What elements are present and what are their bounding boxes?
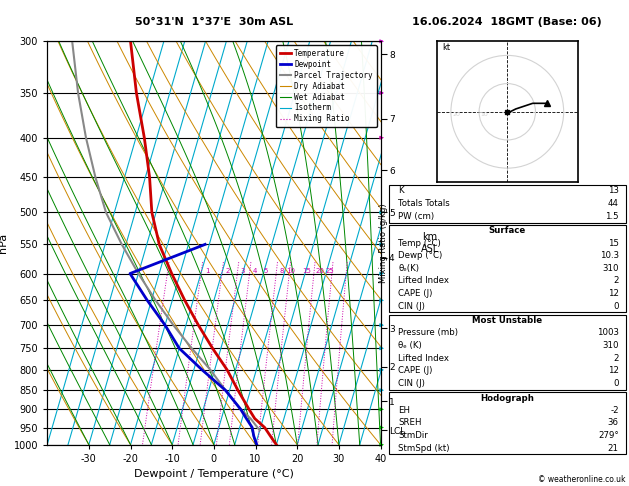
Text: 25: 25 <box>326 267 335 274</box>
Text: 2: 2 <box>613 354 619 363</box>
Text: 5: 5 <box>264 267 267 274</box>
Text: K: K <box>398 187 404 195</box>
Text: StmSpd (kt): StmSpd (kt) <box>398 444 450 452</box>
Text: 4: 4 <box>253 267 257 274</box>
Text: 36: 36 <box>608 418 619 427</box>
Text: 20: 20 <box>452 112 460 117</box>
Text: EH: EH <box>398 406 410 415</box>
Text: 310: 310 <box>602 264 619 273</box>
Y-axis label: km
ASL: km ASL <box>421 232 439 254</box>
Text: Hodograph: Hodograph <box>481 394 534 402</box>
Text: SREH: SREH <box>398 418 421 427</box>
Text: Pressure (mb): Pressure (mb) <box>398 329 458 337</box>
Text: θₑ (K): θₑ (K) <box>398 341 422 350</box>
Text: 21: 21 <box>608 444 619 452</box>
Text: © weatheronline.co.uk: © weatheronline.co.uk <box>538 474 626 484</box>
Text: 2: 2 <box>226 267 230 274</box>
Text: 13: 13 <box>608 187 619 195</box>
Text: 3: 3 <box>240 267 245 274</box>
Text: 20: 20 <box>315 267 324 274</box>
Y-axis label: hPa: hPa <box>0 233 8 253</box>
Text: 10: 10 <box>286 267 295 274</box>
Text: -2: -2 <box>610 406 619 415</box>
Text: 50°31'N  1°37'E  30m ASL: 50°31'N 1°37'E 30m ASL <box>135 17 293 27</box>
Text: 44: 44 <box>608 199 619 208</box>
Text: kt: kt <box>442 43 450 52</box>
Text: Temp (°C): Temp (°C) <box>398 239 441 247</box>
Text: 10: 10 <box>481 112 488 117</box>
Text: 15: 15 <box>303 267 311 274</box>
Text: CAPE (J): CAPE (J) <box>398 366 433 375</box>
Text: 1.5: 1.5 <box>605 212 619 221</box>
Text: θₑ(K): θₑ(K) <box>398 264 419 273</box>
Text: 0: 0 <box>613 302 619 311</box>
Text: Surface: Surface <box>489 226 526 235</box>
Text: 2: 2 <box>613 277 619 285</box>
Text: CIN (J): CIN (J) <box>398 302 425 311</box>
Legend: Temperature, Dewpoint, Parcel Trajectory, Dry Adiabat, Wet Adiabat, Isotherm, Mi: Temperature, Dewpoint, Parcel Trajectory… <box>276 45 377 127</box>
Text: 1: 1 <box>205 267 209 274</box>
Text: Mixing Ratio (g/kg): Mixing Ratio (g/kg) <box>379 203 388 283</box>
Text: 16.06.2024  18GMT (Base: 06): 16.06.2024 18GMT (Base: 06) <box>413 17 602 27</box>
Text: 0: 0 <box>613 379 619 388</box>
Text: Lifted Index: Lifted Index <box>398 354 449 363</box>
Text: 10.3: 10.3 <box>599 251 619 260</box>
Text: 15: 15 <box>608 239 619 247</box>
Text: 1003: 1003 <box>597 329 619 337</box>
Text: Totals Totals: Totals Totals <box>398 199 450 208</box>
X-axis label: Dewpoint / Temperature (°C): Dewpoint / Temperature (°C) <box>134 469 294 479</box>
Text: Most Unstable: Most Unstable <box>472 316 542 325</box>
Text: StmDir: StmDir <box>398 431 428 440</box>
Text: 279°: 279° <box>598 431 619 440</box>
Text: CIN (J): CIN (J) <box>398 379 425 388</box>
Text: CAPE (J): CAPE (J) <box>398 289 433 298</box>
Text: 12: 12 <box>608 289 619 298</box>
Text: 8: 8 <box>280 267 284 274</box>
Text: 310: 310 <box>602 341 619 350</box>
Text: 12: 12 <box>608 366 619 375</box>
Text: Lifted Index: Lifted Index <box>398 277 449 285</box>
Text: Dewp (°C): Dewp (°C) <box>398 251 442 260</box>
Text: PW (cm): PW (cm) <box>398 212 435 221</box>
